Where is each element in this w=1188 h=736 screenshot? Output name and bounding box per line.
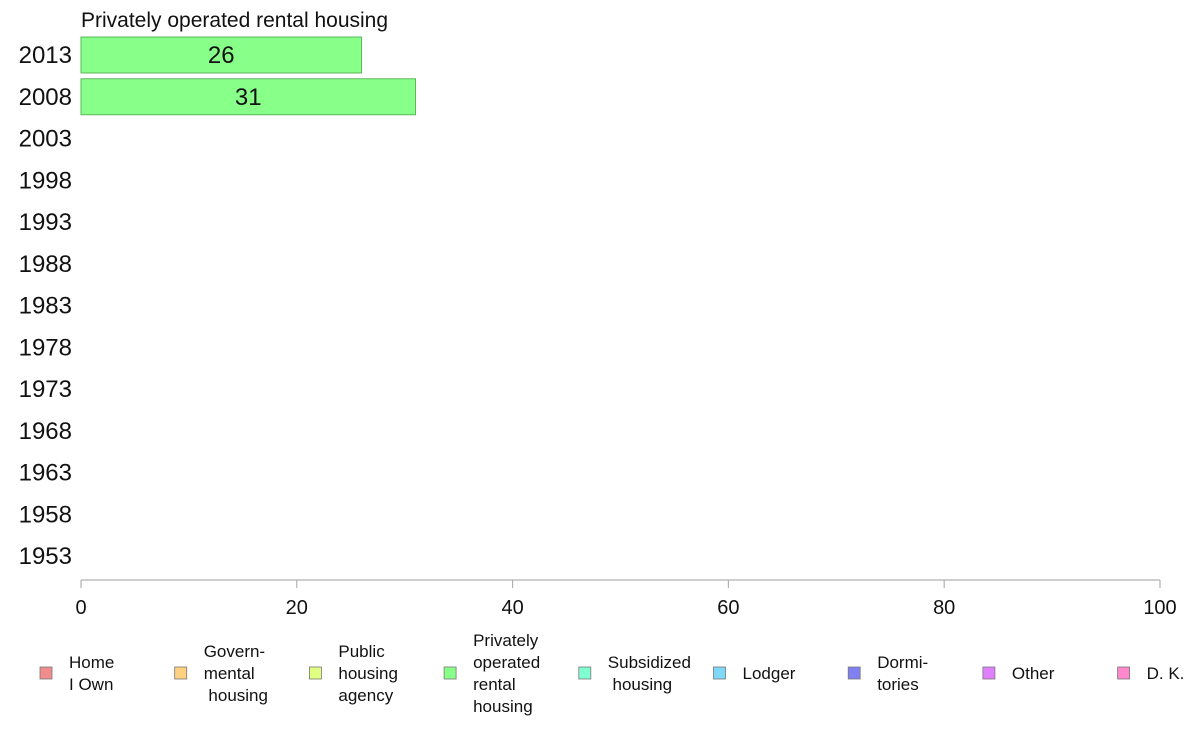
category-label: 1958: [19, 501, 72, 528]
legend-item: Lodger: [713, 664, 796, 683]
legend-item: D. K.: [1117, 664, 1185, 683]
legend-item: Govern-mental housing: [174, 642, 268, 705]
legend-item: Subsidized housing: [578, 653, 691, 694]
legend: Home I Own Govern-mental housing Public hous…: [39, 631, 1185, 716]
legend-swatch: [982, 666, 996, 680]
x-tick-label: 60: [717, 597, 739, 619]
x-tick-label: 40: [501, 597, 523, 619]
x-tick-label: 100: [1143, 597, 1176, 619]
legend-swatch: [308, 666, 322, 680]
x-tick-label: 80: [933, 597, 955, 619]
category-label: 1978: [19, 334, 72, 361]
legend-item: Home I Own: [39, 653, 114, 694]
x-axis-ticks: 0 20 40 60 80 100: [75, 580, 1177, 619]
legend-label: Govern-mental housing: [204, 642, 268, 705]
bar: [80, 36, 363, 74]
legend-item: Public housing agency: [308, 642, 398, 705]
legend-swatch: [443, 666, 457, 680]
legend-swatch: [713, 666, 726, 680]
legend-swatch: [1117, 666, 1130, 680]
category-label: 2003: [19, 126, 72, 153]
legend-label: Public housing agency: [338, 642, 398, 705]
legend-item: Dormi-tories: [847, 653, 928, 694]
category-label: 1993: [19, 209, 72, 236]
legend-item: Privately operated rental housing: [443, 631, 540, 716]
category-label: 1988: [19, 251, 72, 278]
chart-title: Privately operated rental housing: [81, 9, 388, 32]
category-label: 1968: [19, 418, 72, 445]
legend-swatch: [39, 666, 53, 680]
category-label: 1998: [19, 167, 72, 194]
x-tick-label: 20: [286, 597, 308, 619]
legend-label: Privately operated rental housing: [473, 631, 540, 716]
legend-label: D. K.: [1147, 664, 1185, 683]
bar: [80, 78, 416, 116]
category-label: 1973: [19, 376, 72, 403]
category-labels: 2013 2008 2003 1998 1993 1988 1983 1978 1973 1968…: [19, 42, 72, 570]
legend-item: Other: [982, 664, 1055, 683]
bar-value-label: 31: [235, 84, 262, 111]
x-tick-label: 0: [75, 597, 86, 619]
bar-value-label: 26: [208, 42, 235, 69]
legend-label: Other: [1012, 664, 1055, 683]
category-label: 1953: [19, 543, 72, 570]
legend-swatch: [174, 666, 188, 680]
category-label: 2013: [19, 42, 72, 69]
legend-swatch: [847, 666, 861, 680]
category-label: 2008: [19, 84, 72, 111]
category-label: 1983: [19, 293, 72, 320]
legend-label: Lodger: [743, 664, 796, 683]
legend-label: Home I Own: [69, 653, 114, 694]
legend-swatch: [578, 666, 592, 680]
category-label: 1963: [19, 460, 72, 487]
legend-label: Dormi-tories: [877, 653, 928, 694]
legend-label: Subsidized housing: [608, 653, 691, 694]
